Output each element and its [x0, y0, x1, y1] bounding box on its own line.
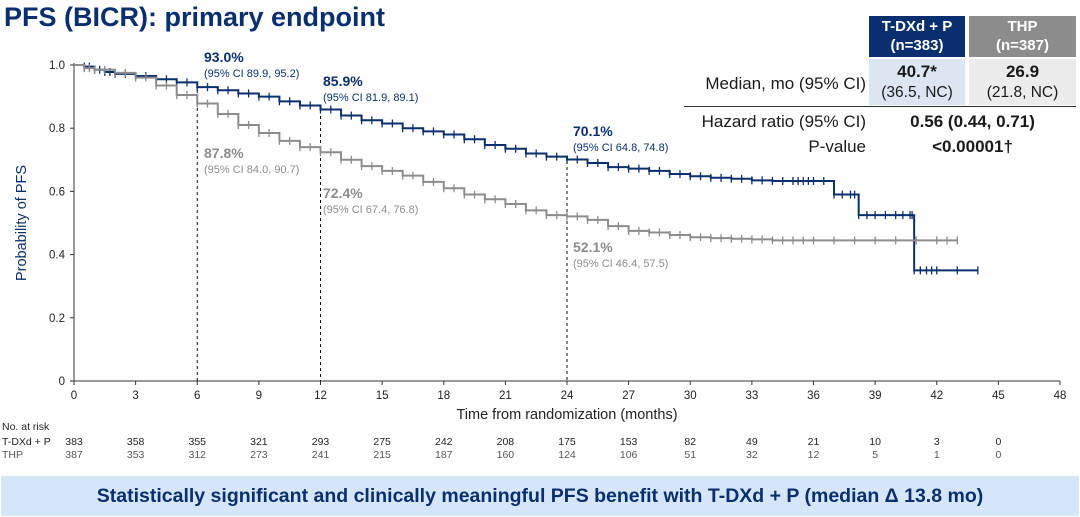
annotation-ci: (95% CI 81.9, 89.1) [323, 92, 418, 104]
at-risk-value: 175 [558, 436, 576, 448]
chart-axes: 0 3 6 9 12 15 18 21 24 27 30 33 36 39 42 45 4800.20.40.6… [14, 60, 1066, 423]
x-tick-label: 45 [992, 390, 1005, 402]
hr-value: 0.56 (0.44, 0.71) [910, 112, 1035, 131]
annotation-ci: (95% CI 89.9, 95.2) [204, 68, 299, 80]
hr-label: Hazard ratio (95% CI) [701, 112, 866, 131]
arm2-header: THP (n=387) [969, 16, 1076, 57]
x-tick-label: 0 [71, 390, 77, 402]
y-tick-label: 0.4 [49, 250, 66, 262]
y-tick-label: 0.6 [49, 186, 65, 198]
y-axis-title: Probability of PFS [14, 165, 30, 281]
x-tick-label: 39 [869, 390, 882, 402]
at-risk-row-label: THP [2, 449, 23, 461]
median-row-bg-1 [869, 59, 965, 105]
annotation-value: 87.8% [204, 145, 244, 161]
x-axis-title: Time from randomization (months) [456, 407, 677, 423]
page-title: PFS (BICR): primary endpoint [4, 2, 386, 32]
arm2-median-ci: (21.8, NC) [986, 84, 1059, 101]
arm2-header-name: THP [1007, 18, 1038, 35]
x-tick-label: 15 [376, 390, 389, 402]
conclusion-banner: Statistically significant and clinically… [1, 476, 1079, 516]
at-risk-value: 273 [250, 449, 268, 461]
at-risk-value: 153 [620, 436, 638, 448]
at-risk-value: 275 [373, 436, 391, 448]
at-risk-value: 187 [435, 449, 453, 461]
stats-divider [684, 106, 1076, 107]
at-risk-value: 241 [312, 449, 330, 461]
y-tick-label: 0.8 [49, 123, 65, 135]
p-label: P-value [808, 137, 866, 156]
at-risk-value: 358 [127, 436, 145, 448]
at-risk-value: 355 [188, 436, 206, 448]
y-tick-label: 1.0 [49, 60, 65, 72]
x-tick-label: 9 [256, 390, 262, 402]
y-tick-label: 0.2 [49, 313, 65, 325]
at-risk-value: 49 [746, 436, 758, 448]
at-risk-value: 106 [620, 449, 638, 461]
arm1-header: T-DXd + P (n=383) [869, 16, 965, 57]
y-tick-label: 0 [59, 376, 65, 388]
x-tick-label: 3 [132, 390, 138, 402]
at-risk-value: 0 [995, 436, 1001, 448]
annotation-value: 52.1% [573, 239, 613, 255]
at-risk-value: 1 [934, 449, 940, 461]
x-tick-label: 21 [499, 390, 512, 402]
annotation-ci: (95% CI 46.4, 57.5) [573, 258, 668, 270]
at-risk-value: 215 [373, 449, 391, 461]
annotation-ci: (95% CI 64.8, 74.8) [573, 142, 668, 154]
x-tick-label: 33 [745, 390, 758, 402]
at-risk-value: 51 [684, 449, 696, 461]
chart-labels: 93.0% (95% CI 89.9, 95.2) 85.9% (95% CI 81.… [2, 49, 1001, 461]
at-risk-value: 293 [312, 436, 330, 448]
arm1-median: 40.7* [897, 62, 937, 81]
at-risk-value: 10 [869, 436, 881, 448]
x-tick-label: 24 [561, 390, 574, 402]
median-label: Median, mo (95% CI) [705, 74, 866, 93]
chart-marks [74, 62, 979, 381]
at-risk-label: No. at risk [2, 421, 50, 433]
at-risk-value: 160 [497, 449, 515, 461]
at-risk-value: 387 [65, 449, 83, 461]
at-risk-value: 12 [808, 449, 820, 461]
arm2-header-n: (n=387) [996, 37, 1049, 54]
at-risk-value: 312 [188, 449, 206, 461]
x-tick-label: 36 [807, 390, 820, 402]
at-risk-value: 321 [250, 436, 268, 448]
annotation-value: 93.0% [204, 49, 244, 65]
median-row-bg-2 [969, 59, 1076, 105]
at-risk-value: 353 [127, 449, 145, 461]
arm1-header-name: T-DXd + P [881, 18, 953, 35]
annotation-value: 70.1% [573, 123, 613, 139]
at-risk-value: 5 [872, 449, 878, 461]
arm1-median-ci: (36.5, NC) [881, 84, 953, 101]
annotation-ci: (95% CI 84.0, 90.7) [204, 164, 299, 176]
x-tick-label: 30 [684, 390, 697, 402]
arm2-median: 26.9 [1005, 62, 1040, 81]
x-tick-label: 42 [930, 390, 943, 402]
at-risk-value: 0 [995, 449, 1001, 461]
x-tick-label: 18 [437, 390, 450, 402]
x-tick-label: 6 [194, 390, 200, 402]
at-risk-value: 21 [808, 436, 820, 448]
x-tick-label: 27 [622, 390, 635, 402]
annotation-ci: (95% CI 67.4, 76.8) [323, 204, 418, 216]
annotation-value: 72.4% [323, 185, 363, 201]
at-risk-value: 208 [497, 436, 515, 448]
arm1-header-n: (n=383) [890, 37, 944, 54]
km-chart: 0 3 6 9 12 15 18 21 24 27 30 33 36 39 42 45 4800.20.40.6… [2, 49, 1066, 461]
at-risk-value: 124 [558, 449, 576, 461]
x-tick-label: 12 [314, 390, 327, 402]
annotation-value: 85.9% [323, 73, 363, 89]
p-value: <0.00001† [932, 137, 1013, 156]
at-risk-value: 32 [746, 449, 758, 461]
x-tick-label: 48 [1054, 390, 1067, 402]
at-risk-value: 383 [65, 436, 83, 448]
at-risk-value: 242 [435, 436, 453, 448]
at-risk-row-label: T-DXd + P [2, 436, 51, 448]
at-risk-value: 3 [934, 436, 940, 448]
at-risk-value: 82 [684, 436, 696, 448]
